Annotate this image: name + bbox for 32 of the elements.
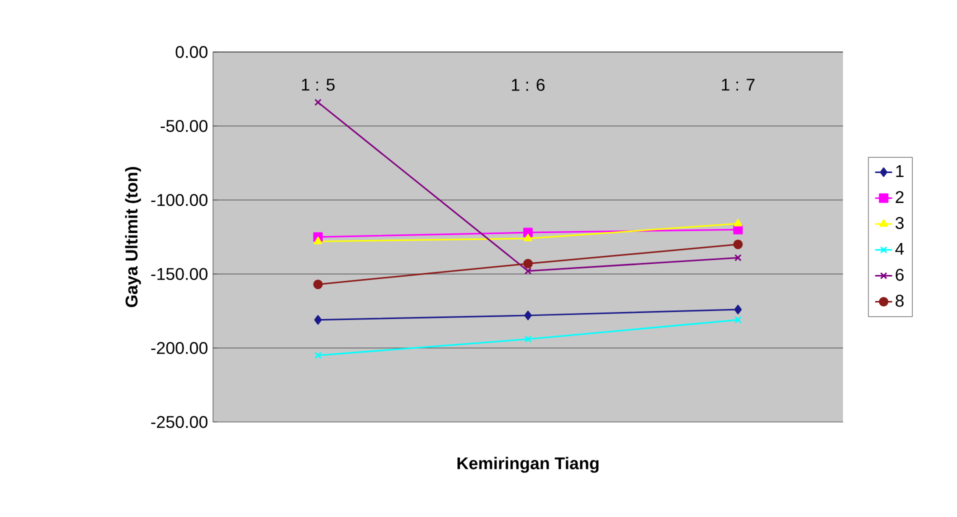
legend-label: 6 [896,268,904,281]
x-tick-label: 1 : 7 [722,78,754,91]
y-tick-label: -150.00 [151,268,208,280]
y-tick-label: -50.00 [160,120,208,132]
point [314,315,322,325]
y-tick-label: -100.00 [151,194,208,206]
y-tick-label: -250.00 [151,416,208,428]
point [524,267,532,275]
y-tick-label: 0.00 [176,46,208,58]
point [524,310,532,320]
point [313,280,323,290]
point [523,258,533,268]
point [524,336,532,343]
point [314,352,322,359]
point [734,254,742,262]
y-axis-title: Gaya Ultimit (ton) [125,167,141,308]
legend-label: 3 [896,217,904,230]
legend-label: 4 [895,242,904,255]
point [734,218,742,226]
point [733,240,743,250]
legend-label: 1 [896,165,904,177]
legend-label: 2 [896,191,904,203]
x-axis-title: Kemiringan Tiang [458,456,599,473]
point [314,236,322,244]
x-tick-label: 1 : 5 [302,78,335,91]
legend-label: 8 [896,294,904,307]
point [734,316,742,324]
point [524,234,532,242]
y-tick-label: -200.00 [151,342,208,354]
x-tick-label: 1 : 6 [512,78,545,91]
point [314,98,322,106]
point [734,304,742,314]
